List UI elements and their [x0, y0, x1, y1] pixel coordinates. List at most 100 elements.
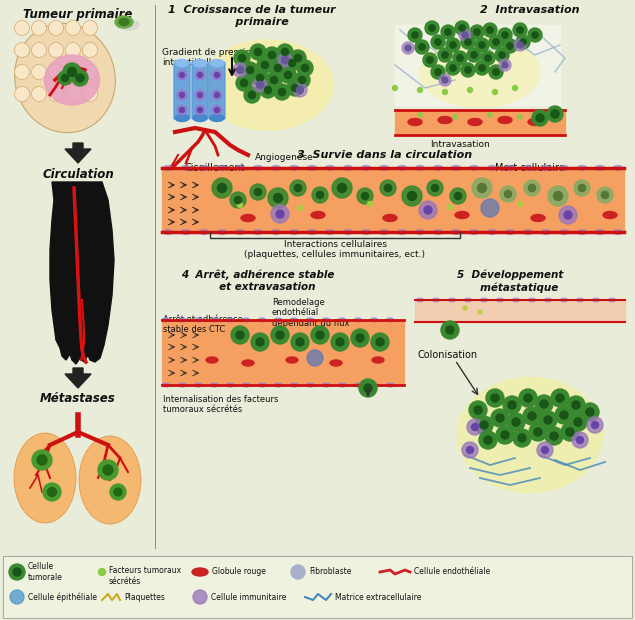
Circle shape — [302, 64, 309, 71]
Circle shape — [63, 63, 81, 81]
Text: Interactions cellulaires
(plaquettes, cellules immunitaires, ect.): Interactions cellulaires (plaquettes, ce… — [244, 240, 425, 259]
Circle shape — [438, 48, 452, 62]
Ellipse shape — [272, 166, 281, 171]
Circle shape — [364, 384, 372, 392]
Circle shape — [465, 67, 471, 73]
Circle shape — [481, 51, 495, 65]
Circle shape — [412, 32, 418, 38]
Ellipse shape — [210, 318, 218, 322]
Circle shape — [15, 64, 29, 79]
Ellipse shape — [236, 229, 244, 234]
Circle shape — [507, 43, 513, 49]
Ellipse shape — [505, 229, 514, 234]
Ellipse shape — [415, 229, 425, 234]
Circle shape — [32, 450, 52, 470]
Text: Cisaillement: Cisaillement — [185, 163, 245, 173]
Ellipse shape — [242, 383, 250, 387]
Ellipse shape — [577, 166, 587, 171]
Circle shape — [271, 76, 277, 84]
Ellipse shape — [531, 215, 545, 221]
Circle shape — [453, 51, 467, 65]
Ellipse shape — [457, 378, 603, 492]
Circle shape — [488, 113, 492, 117]
Circle shape — [290, 50, 306, 66]
Circle shape — [435, 69, 441, 75]
Circle shape — [312, 187, 328, 203]
Circle shape — [453, 115, 457, 119]
Circle shape — [195, 105, 205, 115]
Text: Tumeur primaire: Tumeur primaire — [23, 8, 133, 21]
Ellipse shape — [306, 318, 314, 322]
Circle shape — [295, 184, 302, 192]
Text: Métastases: Métastases — [40, 392, 116, 405]
Circle shape — [429, 25, 435, 31]
Circle shape — [250, 44, 266, 60]
Circle shape — [331, 333, 349, 351]
Circle shape — [491, 409, 509, 427]
Circle shape — [548, 186, 568, 206]
Circle shape — [479, 65, 485, 71]
Circle shape — [528, 184, 535, 192]
Circle shape — [98, 460, 118, 480]
Ellipse shape — [464, 298, 472, 302]
Circle shape — [48, 20, 64, 35]
Circle shape — [76, 74, 84, 82]
Circle shape — [556, 394, 564, 402]
Circle shape — [503, 396, 521, 414]
Bar — [162, 168, 624, 232]
Circle shape — [257, 81, 264, 89]
Circle shape — [450, 65, 456, 71]
Circle shape — [467, 446, 474, 453]
Circle shape — [574, 418, 582, 426]
Circle shape — [316, 331, 324, 339]
Circle shape — [493, 39, 499, 45]
Circle shape — [550, 432, 558, 440]
Text: Globule rouge: Globule rouge — [212, 567, 266, 577]
Circle shape — [534, 428, 542, 436]
Ellipse shape — [199, 229, 208, 234]
Circle shape — [500, 186, 516, 202]
Circle shape — [215, 92, 220, 97]
Ellipse shape — [236, 166, 244, 171]
Ellipse shape — [613, 166, 622, 171]
Ellipse shape — [596, 166, 605, 171]
Ellipse shape — [432, 298, 439, 302]
Circle shape — [402, 42, 414, 54]
Circle shape — [244, 87, 260, 103]
Circle shape — [212, 178, 232, 198]
Circle shape — [251, 333, 269, 351]
Circle shape — [560, 411, 568, 419]
Circle shape — [250, 184, 266, 200]
Ellipse shape — [203, 40, 333, 130]
Circle shape — [577, 436, 584, 443]
Ellipse shape — [44, 55, 100, 105]
Circle shape — [83, 64, 98, 79]
Ellipse shape — [559, 166, 568, 171]
Circle shape — [578, 184, 585, 192]
Circle shape — [446, 38, 460, 52]
Bar — [162, 320, 404, 385]
Ellipse shape — [210, 115, 224, 122]
Ellipse shape — [162, 318, 170, 322]
Ellipse shape — [206, 357, 218, 363]
Circle shape — [337, 184, 347, 192]
Ellipse shape — [380, 166, 389, 171]
Circle shape — [48, 487, 57, 497]
Circle shape — [446, 61, 460, 75]
Circle shape — [517, 42, 523, 48]
Circle shape — [241, 79, 248, 87]
Ellipse shape — [193, 115, 207, 122]
Circle shape — [277, 44, 293, 60]
Circle shape — [257, 57, 273, 73]
Ellipse shape — [307, 229, 316, 234]
Ellipse shape — [178, 318, 186, 322]
Circle shape — [242, 62, 258, 78]
Ellipse shape — [415, 166, 425, 171]
Circle shape — [255, 188, 262, 195]
Circle shape — [597, 187, 613, 203]
Circle shape — [281, 56, 288, 63]
Circle shape — [601, 192, 608, 198]
Circle shape — [274, 64, 281, 71]
Ellipse shape — [290, 229, 298, 234]
Ellipse shape — [370, 383, 378, 387]
